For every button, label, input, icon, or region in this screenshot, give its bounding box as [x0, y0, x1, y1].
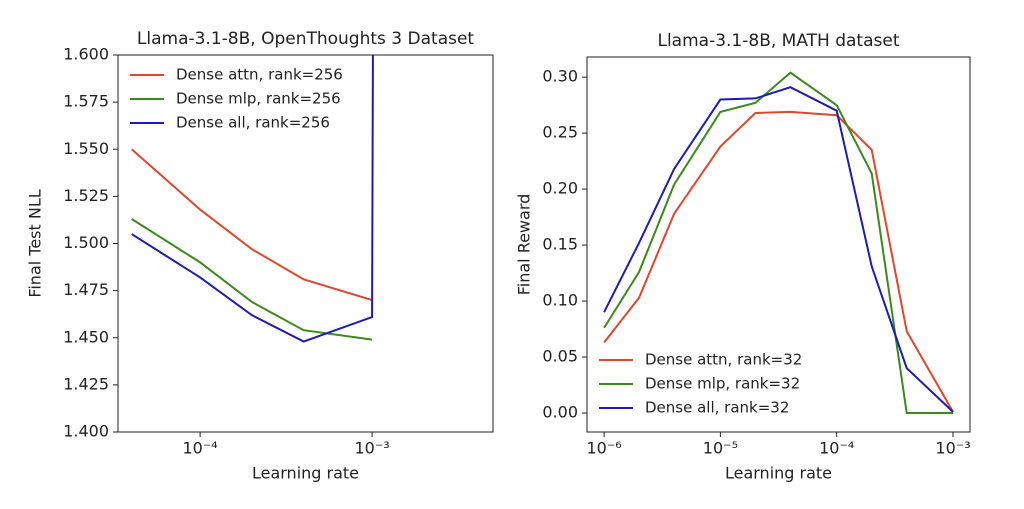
y-tick-label: 1.500: [63, 233, 109, 252]
legend-label: Dense attn, rank=32: [645, 351, 802, 369]
y-axis-label: Final Test NLL: [26, 189, 45, 297]
y-tick-label: 0.30: [542, 67, 578, 86]
series-line: [603, 110, 954, 413]
y-tick-label: 1.400: [63, 422, 109, 441]
x-tick-label: 10⁻⁶: [586, 439, 621, 458]
series-line: [603, 71, 953, 414]
plot-area: [603, 71, 954, 414]
series-line: [131, 148, 373, 302]
y-tick-label: 1.575: [63, 92, 109, 111]
chart-title: Llama-3.1-8B, MATH dataset: [657, 31, 899, 51]
legend-label: Dense all, rank=32: [645, 399, 789, 417]
series-line: [603, 86, 954, 413]
subplot: Llama-3.1-8B, MATH dataset Learning rate F…: [515, 31, 971, 483]
subplot: Llama-3.1-8B, OpenThoughts 3 Dataset Lear…: [26, 29, 494, 483]
y-tick-label: 1.600: [63, 45, 109, 64]
legend-label: Dense all, rank=256: [176, 114, 330, 132]
x-tick-label: 10⁻³: [354, 439, 389, 458]
chart-title: Llama-3.1-8B, OpenThoughts 3 Dataset: [137, 29, 475, 49]
x-tick-label: 10⁻³: [935, 439, 970, 458]
y-tick-label: 0.15: [542, 235, 578, 254]
x-tick-label: 10⁻⁵: [703, 439, 738, 458]
y-tick-label: 0.05: [542, 347, 578, 366]
x-axis-label: Learning rate: [725, 464, 832, 483]
x-axis-label: Learning rate: [252, 464, 359, 483]
series-line: [131, 55, 374, 343]
axes-frame: [117, 54, 494, 433]
y-axis-label: Final Reward: [515, 194, 534, 296]
x-tick-label: 10⁻⁴: [183, 439, 218, 458]
y-tick-label: 1.525: [63, 186, 109, 205]
legend-label: Dense mlp, rank=256: [176, 90, 341, 108]
y-tick-label: 0.25: [542, 123, 578, 142]
legend-label: Dense attn, rank=256: [176, 66, 343, 84]
y-tick-label: 1.450: [63, 327, 109, 346]
x-tick-label: 10⁻⁴: [819, 439, 854, 458]
y-tick-label: 0.00: [542, 402, 578, 421]
axes-frame: [586, 56, 971, 433]
series-line: [131, 218, 373, 341]
y-tick-label: 1.475: [63, 280, 109, 299]
y-tick-label: 1.425: [63, 374, 109, 393]
y-tick-label: 0.10: [542, 291, 578, 310]
legend-label: Dense mlp, rank=32: [645, 375, 800, 393]
y-tick-label: 1.550: [63, 139, 109, 158]
y-tick-label: 0.20: [542, 179, 578, 198]
plot-area: [131, 55, 374, 343]
